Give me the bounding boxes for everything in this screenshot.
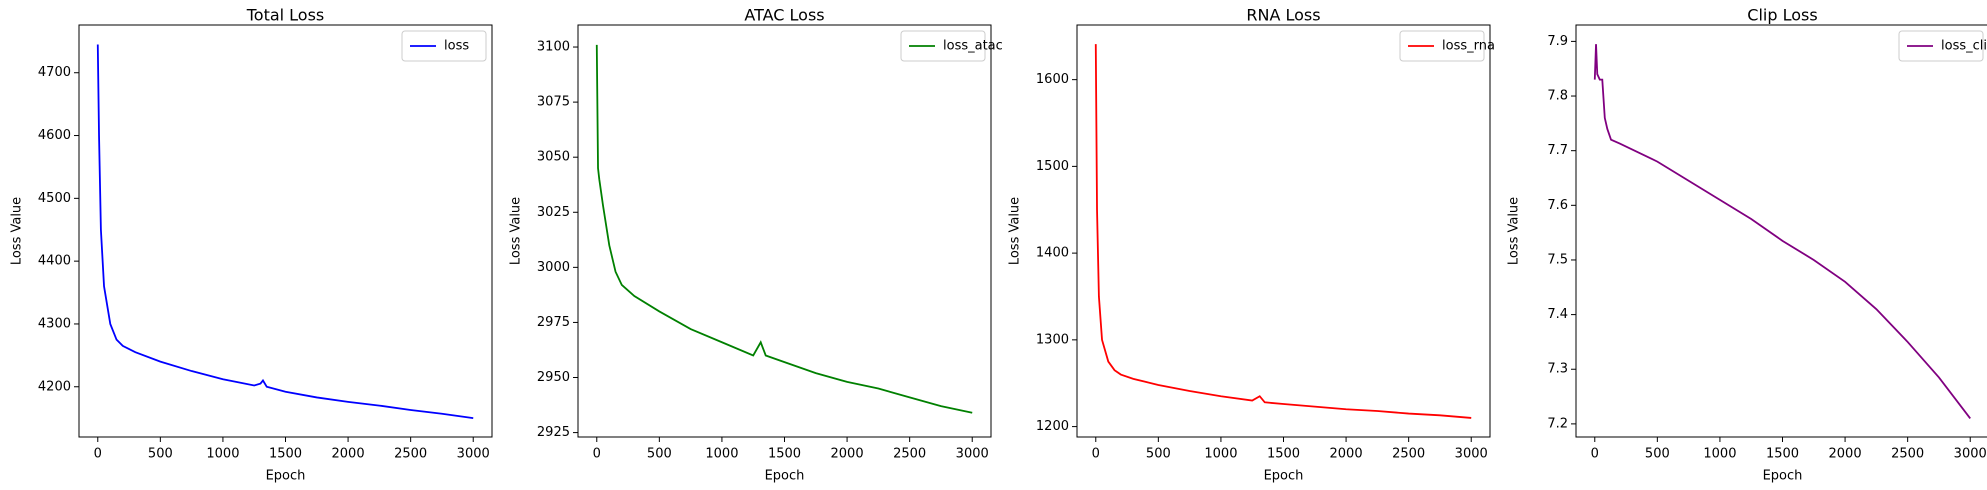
legend-box [401,30,487,62]
x-tick-label: 2000 [831,447,864,462]
y-tick-label: 4600 [38,128,71,143]
x-tick-label: 1000 [206,447,239,462]
x-tick-label: 1500 [768,447,801,462]
y-tick-label: 7.6 [1547,198,1568,213]
y-tick-label: 3050 [537,150,570,165]
y-tick-label: 7.2 [1547,416,1568,431]
y-tick-label: 3075 [537,95,570,110]
subplot-title: Clip Loss [1747,6,1817,25]
x-tick-label: 500 [647,447,672,462]
x-tick-label: 2000 [1330,447,1363,462]
x-tick-label: 0 [1092,447,1100,462]
x-tick-label: 3000 [457,447,490,462]
legend-box [900,30,986,62]
y-tick-label: 4400 [38,254,71,269]
y-tick-label: 3025 [537,205,570,220]
x-axis-label: Epoch [765,469,805,484]
x-tick-label: 2000 [332,447,365,462]
y-tick-label: 2925 [537,425,570,440]
x-tick-label: 1000 [1703,447,1736,462]
y-tick-label: 2975 [537,315,570,330]
x-tick-label: 0 [94,447,102,462]
data-line [1593,44,1971,419]
x-tick-label: 2500 [1392,447,1425,462]
x-tick-label: 3000 [1455,447,1488,462]
y-tick-label: 7.7 [1547,143,1568,158]
y-tick-label: 4700 [38,65,71,80]
y-tick-label: 1600 [1036,72,1069,87]
y-tick-label: 1400 [1036,246,1069,261]
y-axis-label: Loss Value [1507,197,1522,265]
x-axis-label: Epoch [1264,469,1304,484]
plot-frame [1076,24,1491,438]
y-tick-label: 4500 [38,191,71,206]
x-tick-label: 1500 [1766,447,1799,462]
y-axis-label: Loss Value [10,197,25,265]
legend-label: loss_clip [1941,39,1987,54]
x-tick-label: 3000 [1954,447,1987,462]
y-tick-label: 7.5 [1547,252,1568,267]
y-tick-label: 3000 [537,260,570,275]
data-line [1094,44,1472,419]
legend-label: loss [444,39,469,54]
x-tick-label: 500 [1645,447,1670,462]
y-axis-label: Loss Value [509,197,524,265]
x-axis-label: Epoch [266,469,306,484]
x-tick-label: 2000 [1829,447,1862,462]
y-tick-label: 1500 [1036,159,1069,174]
legend-box [1898,30,1984,62]
y-tick-label: 7.8 [1547,89,1568,104]
y-tick-label: 1300 [1036,332,1069,347]
legend-box [1399,30,1485,62]
legend-label: loss_atac [943,39,1003,54]
legend-label: loss_rna [1442,39,1495,54]
x-tick-label: 3000 [956,447,989,462]
subplot-title: RNA Loss [1246,6,1320,25]
x-tick-label: 1000 [705,447,738,462]
x-axis-label: Epoch [1763,469,1803,484]
x-tick-label: 2500 [1891,447,1924,462]
y-tick-label: 4200 [38,379,71,394]
data-line [96,44,474,420]
subplot-title: ATAC Loss [744,6,824,25]
subplot-title: Total Loss [246,6,325,25]
y-tick-label: 3100 [537,40,570,55]
plot-frame [577,24,992,438]
y-tick-label: 7.9 [1547,34,1568,49]
y-tick-label: 7.3 [1547,362,1568,377]
x-tick-label: 1000 [1204,447,1237,462]
x-tick-label: 500 [148,447,173,462]
plot-frame [1575,24,1987,438]
y-tick-label: 1200 [1036,419,1069,434]
plot-frame [78,24,493,438]
y-tick-label: 2950 [537,370,570,385]
x-tick-label: 0 [1591,447,1599,462]
x-tick-label: 0 [593,447,601,462]
x-tick-label: 2500 [893,447,926,462]
y-axis-label: Loss Value [1008,197,1023,265]
y-tick-label: 4300 [38,316,71,331]
x-tick-label: 2500 [394,447,427,462]
y-tick-label: 7.4 [1547,307,1568,322]
x-tick-label: 1500 [269,447,302,462]
x-tick-label: 1500 [1267,447,1300,462]
x-tick-label: 500 [1146,447,1171,462]
data-line [595,44,973,414]
